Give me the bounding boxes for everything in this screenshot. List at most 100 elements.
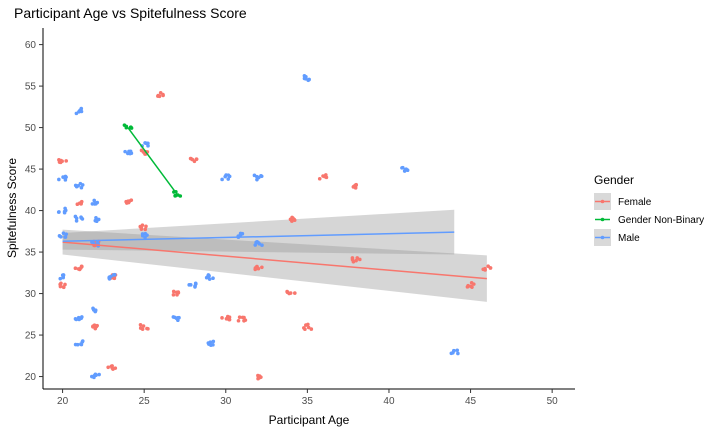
x-tick-label: 25 — [139, 396, 151, 407]
female-point — [57, 158, 69, 165]
female-dot — [354, 182, 358, 187]
gender-non-binary-dot — [129, 126, 134, 130]
male-dot — [239, 232, 244, 236]
female-dot — [302, 326, 306, 330]
male-dot — [456, 351, 460, 356]
gender-non-binary-dot — [176, 193, 180, 197]
male-dot — [257, 242, 262, 246]
legend-key-point — [600, 199, 605, 204]
male-point — [56, 206, 68, 215]
male-point — [253, 239, 264, 248]
y-tick-label: 25 — [25, 331, 37, 342]
male-dot — [97, 372, 101, 377]
x-axis-title: Participant Age — [269, 413, 350, 427]
female-dot — [253, 266, 258, 270]
male-dot — [128, 149, 133, 154]
male-point — [140, 231, 149, 240]
female-dot — [171, 289, 176, 294]
male-dot — [112, 272, 117, 277]
female-dot — [304, 323, 308, 327]
male-dot — [400, 166, 404, 170]
male-dot — [302, 74, 307, 78]
male-dot — [74, 219, 79, 223]
male-dot — [211, 339, 216, 344]
female-point — [188, 156, 199, 164]
female-dot — [256, 266, 261, 271]
male-point — [204, 273, 215, 281]
male-point — [57, 231, 69, 239]
male-point — [206, 339, 216, 347]
female-confidence-band — [62, 229, 487, 302]
male-dot — [64, 232, 69, 236]
male-dot — [107, 277, 112, 281]
female-dot — [161, 92, 165, 97]
x-tick-label: 20 — [57, 396, 69, 407]
x-tick-label: 40 — [383, 396, 395, 407]
female-dot — [79, 202, 83, 206]
chart-title: Participant Age vs Spitefulness Score — [14, 5, 247, 21]
gender-non-binary-point — [122, 123, 134, 130]
female-point — [288, 215, 297, 223]
female-dot — [75, 202, 80, 207]
female-point — [236, 315, 248, 323]
male-dot — [253, 243, 258, 247]
female-dot — [156, 93, 161, 98]
male-dot — [93, 308, 98, 312]
male-dot — [455, 348, 460, 353]
female-dot — [138, 326, 143, 330]
female-dot — [256, 375, 261, 380]
male-point — [73, 339, 85, 347]
y-tick-label: 45 — [25, 165, 37, 176]
female-dot — [227, 317, 232, 322]
female-dot — [124, 199, 128, 204]
male-dot — [177, 315, 181, 320]
y-axis-title: Spitefulness Score — [5, 158, 19, 258]
female-dot — [92, 323, 97, 327]
male-dot — [259, 174, 263, 178]
y-tick-label: 40 — [25, 206, 37, 217]
female-dot — [240, 315, 245, 320]
female-dot — [64, 159, 69, 163]
female-dot — [488, 266, 493, 270]
female-point — [58, 281, 67, 290]
female-point — [317, 173, 329, 181]
female-point — [256, 373, 263, 381]
male-dot — [79, 316, 84, 321]
female-dot — [309, 327, 314, 331]
male-dot — [140, 233, 145, 238]
female-dot — [80, 264, 84, 269]
male-dot — [79, 185, 84, 190]
female-dot — [95, 323, 99, 328]
female-dot — [138, 322, 143, 327]
male-dot — [172, 315, 177, 320]
male-point — [57, 174, 68, 182]
female-point — [253, 264, 264, 272]
male-dot — [226, 177, 231, 181]
female-dot — [483, 268, 487, 272]
gender-non-binary-dot — [124, 124, 129, 129]
male-dot — [73, 214, 78, 219]
female-point — [138, 322, 150, 331]
legend-label: Male — [618, 233, 640, 244]
male-point — [74, 106, 84, 116]
female-dot — [236, 318, 241, 323]
male-dot — [94, 218, 98, 223]
female-point — [156, 91, 165, 99]
female-point — [285, 289, 297, 296]
y-tick-label: 30 — [25, 289, 37, 300]
male-dot — [226, 173, 231, 177]
female-dot — [171, 293, 176, 297]
male-point — [93, 215, 101, 224]
female-dot — [144, 224, 148, 229]
female-fit-line — [62, 241, 487, 280]
male-dot — [61, 274, 65, 278]
female-dot — [351, 185, 356, 189]
confidence-band-layer — [62, 209, 487, 302]
legend-items: Female Gender Non-Binary Male — [594, 193, 704, 246]
female-dot — [350, 257, 355, 262]
male-dot — [193, 281, 198, 286]
female-dot — [317, 176, 322, 181]
x-tick-label: 35 — [302, 396, 314, 407]
male-point — [400, 165, 410, 173]
male-point — [171, 315, 181, 323]
